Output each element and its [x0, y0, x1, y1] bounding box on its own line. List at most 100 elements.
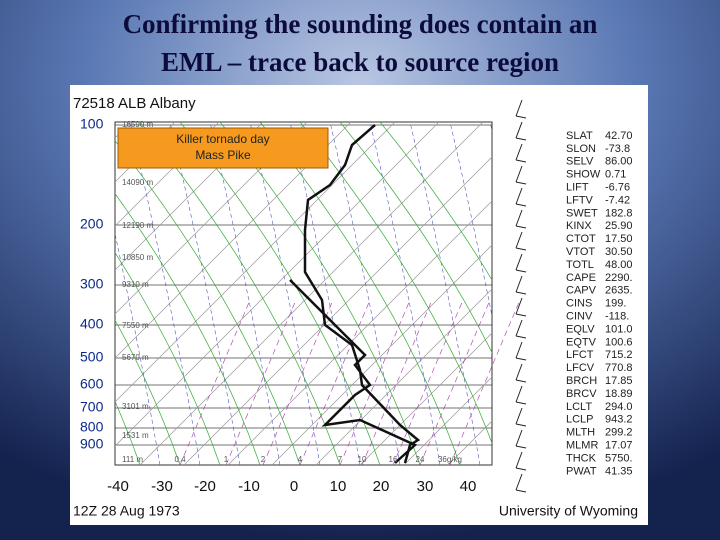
index-name: SLON: [566, 143, 596, 155]
wind-barb: [515, 467, 527, 471]
index-value: 17.07: [605, 440, 633, 452]
wind-barb: [515, 121, 523, 139]
dry-adiabat: [115, 251, 221, 465]
wind-barb: [515, 187, 523, 205]
index-value: -73.8: [605, 143, 630, 155]
isotherm: [115, 122, 264, 271]
index-name: PWAT: [566, 465, 597, 477]
index-name: LCLP: [566, 414, 594, 426]
wind-barb: [515, 319, 523, 337]
moist-adiabat: [449, 122, 492, 318]
moist-adiabat: [409, 122, 481, 465]
pressure-label: 700: [80, 399, 104, 415]
mixing-ratio-label: 0.4: [174, 455, 186, 464]
index-value: -118.: [605, 311, 629, 323]
index-value: 25.90: [605, 220, 633, 232]
wind-barb: [515, 379, 527, 383]
wind-barb: [515, 357, 527, 361]
wind-barb: [515, 181, 527, 185]
isotherm: [183, 156, 492, 465]
index-value: 5750.: [605, 452, 633, 464]
time: 12Z 28 Aug 1973: [73, 503, 180, 519]
index-name: CINS: [566, 298, 592, 310]
annotation: Killer tornado day: [176, 132, 269, 146]
temperature-label: -10: [238, 478, 260, 495]
index-name: LFCT: [566, 349, 594, 361]
index-name: LFCV: [566, 362, 595, 374]
isotherm: [115, 122, 440, 447]
isotherm: [115, 122, 396, 403]
pressure-label: 800: [80, 419, 104, 435]
index-name: TOTL: [566, 259, 594, 271]
isotherm: [271, 244, 492, 465]
annotation: Mass Pike: [195, 148, 251, 162]
height-label: 111 m: [122, 455, 143, 464]
wind-barb: [515, 363, 523, 381]
wind-barb: [515, 247, 527, 251]
temperature-label: -40: [107, 478, 129, 495]
isotherm: [315, 288, 492, 465]
index-value: 2290.: [605, 272, 633, 284]
index-value: 48.00: [605, 259, 633, 271]
isotherm: [139, 122, 484, 465]
wind-barb: [515, 225, 527, 229]
isotherm: [227, 200, 492, 465]
wind-barb: [515, 137, 527, 141]
wind-barb: [515, 269, 527, 273]
mixing-ratio-label: 24: [416, 455, 425, 464]
wind-barb: [515, 341, 523, 359]
dry-adiabat: [115, 193, 261, 465]
index-value: 943.2: [605, 414, 633, 426]
dry-adiabat: [379, 122, 492, 281]
index-name: KINX: [566, 220, 592, 232]
index-name: SWET: [566, 207, 598, 219]
wind-barb: [515, 143, 523, 161]
wind-barb: [515, 297, 523, 315]
wind-barb: [515, 451, 523, 469]
height-label: 7550 m: [122, 321, 149, 330]
height-label: 12190 m: [122, 221, 153, 230]
pressure-label: 200: [80, 216, 104, 232]
wind-barb: [515, 115, 527, 119]
height-label: 5670 m: [122, 353, 149, 362]
index-value: -7.42: [605, 194, 630, 206]
dry-adiabat: [299, 122, 492, 445]
pressure-label: 300: [80, 276, 104, 292]
index-value: 86.00: [605, 156, 633, 168]
wind-barb: [515, 99, 523, 117]
index-value: 17.50: [605, 233, 633, 245]
index-value: 101.0: [605, 323, 633, 335]
temperature-label: 20: [373, 478, 390, 495]
wind-barb: [515, 275, 523, 293]
wind-barb: [515, 385, 523, 403]
skewt-grid: [114, 99, 527, 493]
index-value: 199.: [605, 298, 626, 310]
mixing-ratio-label: 1: [224, 455, 229, 464]
index-value: -6.76: [605, 182, 630, 194]
wind-barb: [515, 429, 523, 447]
index-value: 0.71: [605, 169, 626, 181]
wind-barb: [515, 209, 523, 227]
moist-adiabat: [115, 232, 161, 465]
index-value: 41.35: [605, 465, 633, 477]
index-name: LFTV: [566, 194, 594, 206]
height-label: 9310 m: [122, 280, 149, 289]
index-name: LIFT: [566, 182, 589, 194]
index-name: CAPV: [566, 285, 597, 297]
wind-barb: [515, 407, 523, 425]
wind-barb: [515, 203, 527, 207]
temperature-label: 30: [417, 478, 434, 495]
mixing-ratio-label: 10: [358, 455, 367, 464]
mixing-ratio-label: 16: [389, 455, 398, 464]
index-value: 42.70: [605, 130, 633, 142]
wind-barb: [515, 165, 523, 183]
height-label: 16590 m: [122, 120, 153, 129]
wind-barb: [515, 159, 527, 163]
index-name: LCLT: [566, 401, 592, 413]
wind-barb: [515, 489, 527, 493]
pressure-label: 900: [80, 436, 104, 452]
index-name: CINV: [566, 311, 593, 323]
wind-barb: [515, 313, 527, 317]
pressure-label: 400: [80, 316, 104, 332]
annotation-box: [117, 127, 329, 169]
